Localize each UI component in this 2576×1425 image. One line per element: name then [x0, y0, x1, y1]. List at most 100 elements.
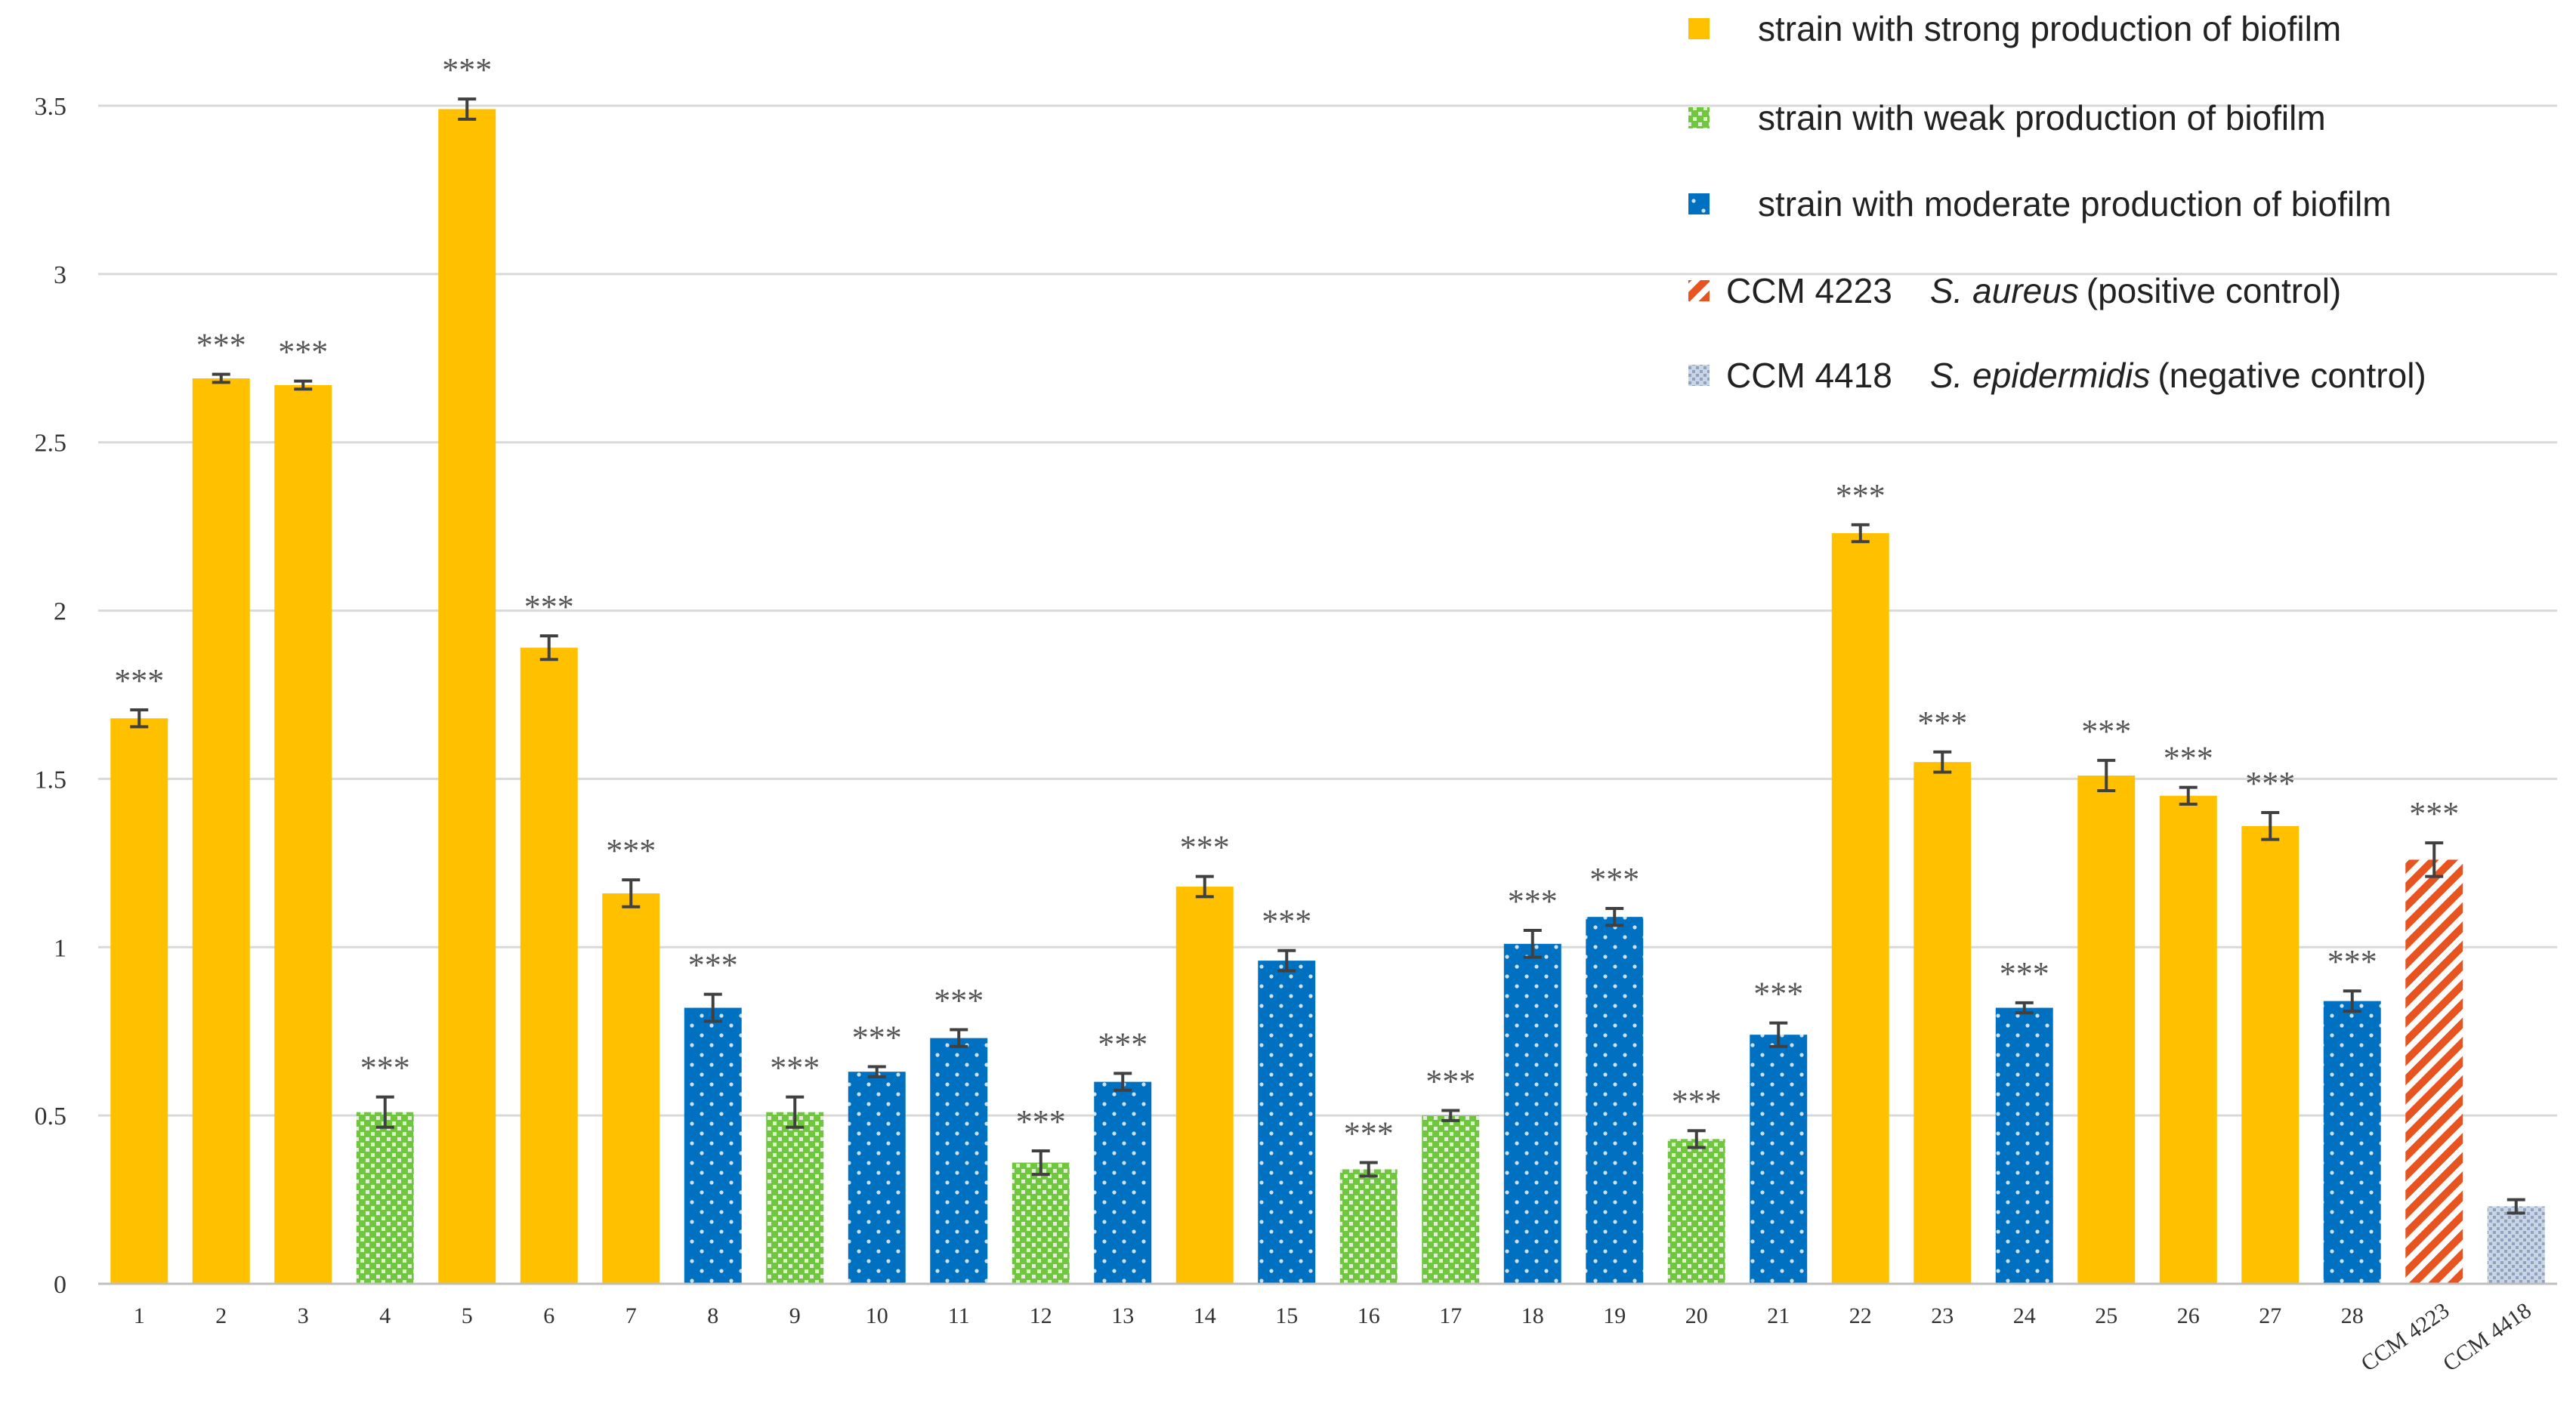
x-tick-label: 2: [215, 1303, 227, 1328]
significance-label: ***: [1262, 903, 1311, 940]
legend-swatch-positive: [1688, 280, 1710, 301]
bar-17: [1422, 1115, 1479, 1284]
bar-16: [1340, 1169, 1398, 1284]
significance-label: ***: [1098, 1026, 1147, 1063]
legend: strain with strong production of biofilm…: [1688, 9, 2426, 395]
bar-12: [1012, 1163, 1070, 1284]
bar-18: [1504, 944, 1561, 1284]
significance-label: ***: [2081, 713, 2131, 750]
x-tick-label: 6: [543, 1303, 554, 1328]
significance-label: ***: [278, 334, 328, 371]
significance-label: ***: [1180, 829, 1230, 866]
x-tick-label: CCM 4418: [2439, 1298, 2536, 1377]
x-tick-label: 18: [1521, 1303, 1544, 1328]
bar-6: [520, 648, 578, 1284]
significance-label: ***: [1917, 705, 1967, 742]
x-tick-label: 9: [789, 1303, 801, 1328]
x-tick-label: 13: [1111, 1303, 1134, 1328]
x-tick-label: 20: [1685, 1303, 1708, 1328]
bar-14: [1176, 887, 1234, 1284]
significance-label: ***: [196, 327, 246, 364]
x-tick-label: 14: [1194, 1303, 1216, 1328]
bar-8: [684, 1008, 742, 1284]
x-tick-label: CCM 4223: [2356, 1298, 2454, 1377]
x-tick-label: 3: [298, 1303, 309, 1328]
significance-label: ***: [360, 1050, 410, 1087]
x-tick-label: 28: [2341, 1303, 2364, 1328]
x-tick-label: 16: [1357, 1303, 1380, 1328]
x-tick-label: 17: [1439, 1303, 1462, 1328]
bar-2: [193, 378, 250, 1284]
y-tick-label: 2.5: [35, 430, 67, 458]
significance-label: ***: [606, 832, 656, 869]
significance-label: ***: [114, 662, 164, 699]
bar-25: [2077, 776, 2135, 1284]
significance-label: ***: [1016, 1103, 1066, 1140]
bar-15: [1258, 961, 1315, 1284]
bar-1: [110, 718, 168, 1284]
significance-label: ***: [442, 51, 492, 88]
significance-label: ***: [2000, 955, 2049, 992]
bar-21: [1750, 1035, 1807, 1284]
bar-11: [930, 1038, 987, 1284]
significance-label: ***: [1344, 1115, 1394, 1152]
x-tick-label: 24: [2013, 1303, 2036, 1328]
bars: *** *** *** *** *** *** *** *** *** *** *** *** *** *…: [110, 51, 2544, 1284]
significance-label: ***: [934, 982, 984, 1019]
x-tick-label: 12: [1030, 1303, 1052, 1328]
bar-22: [1832, 533, 1889, 1284]
legend-swatch-strong: [1688, 18, 1710, 39]
bar-ccm-4418: [2488, 1206, 2545, 1284]
legend-label-strong: strain with strong production of biofilm: [1758, 9, 2341, 48]
bar-19: [1586, 917, 1643, 1284]
bar-4: [357, 1112, 414, 1284]
significance-label: ***: [2164, 740, 2213, 777]
bar-ccm-4223: [2405, 859, 2463, 1284]
significance-label: ***: [1836, 477, 1886, 514]
legend-label-positive: CCM 4223S. aureus(positive control): [1726, 271, 2341, 310]
legend-swatch-weak: [1688, 107, 1710, 128]
x-tick-label: 10: [866, 1303, 888, 1328]
bar-20: [1668, 1139, 1725, 1284]
significance-label: ***: [1589, 861, 1639, 898]
legend-swatch-negative: [1688, 365, 1710, 386]
significance-label: ***: [2327, 943, 2377, 980]
y-tick-label: 3.5: [35, 93, 67, 121]
x-tick-label: 15: [1275, 1303, 1298, 1328]
y-tick-label: 1: [54, 934, 66, 962]
y-tick-label: 1.5: [35, 766, 67, 794]
x-tick-label: 26: [2177, 1303, 2200, 1328]
significance-label: ***: [1425, 1063, 1475, 1100]
significance-label: ***: [2245, 765, 2295, 802]
legend-swatch-moderate: [1688, 193, 1710, 214]
legend-label-weak: strain with weak production of biofilm: [1758, 98, 2326, 137]
x-tick-label: 19: [1603, 1303, 1626, 1328]
bar-26: [2160, 796, 2217, 1284]
x-tick-label: 1: [134, 1303, 145, 1328]
x-tick-label: 21: [1767, 1303, 1790, 1328]
x-tick-label: 7: [625, 1303, 637, 1328]
significance-label: ***: [2409, 795, 2459, 832]
significance-label: ***: [1753, 976, 1803, 1013]
bar-24: [1996, 1008, 2053, 1284]
bar-7: [602, 893, 659, 1284]
x-tick-label: 25: [2095, 1303, 2117, 1328]
bar-23: [1913, 762, 1971, 1284]
x-tick-label: 11: [948, 1303, 970, 1328]
x-tick-label: 4: [379, 1303, 391, 1328]
significance-label: ***: [1672, 1083, 1722, 1120]
bar-3: [274, 385, 332, 1284]
y-tick-label: 2: [54, 598, 66, 626]
x-tick-label: 8: [707, 1303, 718, 1328]
bar-28: [2324, 1001, 2381, 1284]
y-tick-label: 0.5: [35, 1103, 67, 1130]
significance-label: ***: [688, 947, 738, 984]
legend-label-moderate: strain with moderate production of biofi…: [1758, 184, 2392, 224]
x-tick-label: 27: [2259, 1303, 2281, 1328]
x-tick-label: 22: [1849, 1303, 1872, 1328]
bar-13: [1094, 1082, 1151, 1284]
significance-label: ***: [524, 588, 574, 625]
significance-label: ***: [770, 1050, 820, 1087]
significance-label: ***: [1508, 883, 1558, 920]
